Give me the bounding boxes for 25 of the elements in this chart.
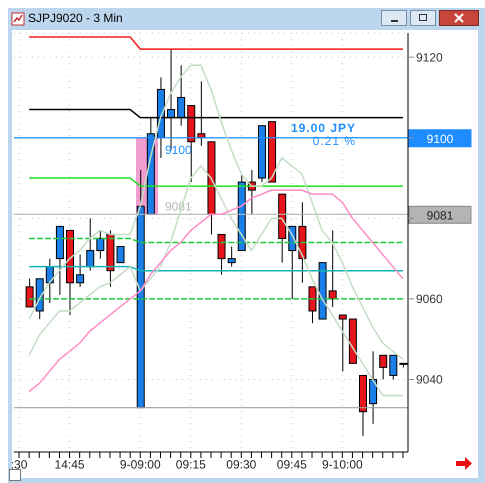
- chart-title: SJPJ9020 - 3 Min: [28, 11, 123, 25]
- candlestick: [76, 254, 84, 288]
- y-tick-label: 9060: [416, 292, 444, 306]
- x-tick-label: :30: [10, 458, 28, 472]
- ref-line-label: 9081: [165, 199, 192, 214]
- y-tick-label: 9040: [416, 372, 444, 387]
- y-tick-label: 9120: [416, 50, 444, 64]
- x-tick-label: 09:30: [226, 458, 257, 472]
- annotation: 19.00 JPY: [290, 121, 356, 135]
- candlestick: [86, 218, 94, 272]
- candlestick: [26, 278, 34, 308]
- text: 9081: [426, 208, 454, 222]
- candlestick: [379, 354, 388, 380]
- candlestick: [389, 354, 398, 380]
- candlestick: [228, 246, 236, 268]
- candlestick: [338, 314, 347, 372]
- x-tick-label: 14:45: [54, 458, 85, 472]
- x-tick-label: 9-10:00: [322, 458, 364, 472]
- x-tick-label: 9-09:00: [120, 458, 161, 472]
- x-tick-label: 09:45: [276, 458, 308, 472]
- x-tick-label: 09:15: [176, 458, 206, 472]
- candlestick: [96, 230, 104, 260]
- line-series: [28, 64, 404, 360]
- text: 9100: [426, 132, 454, 146]
- candlestick: [116, 246, 125, 264]
